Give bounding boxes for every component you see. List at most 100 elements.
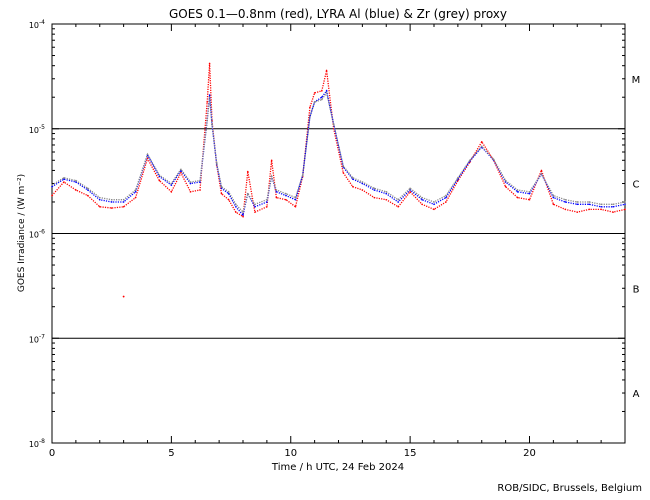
data-point (540, 169, 543, 172)
data-series (51, 62, 626, 298)
data-point (504, 185, 507, 188)
data-point (220, 185, 223, 188)
data-point (122, 205, 125, 208)
y-tick-label: 10-7 (29, 333, 45, 344)
data-point (134, 189, 137, 191)
data-point (158, 174, 161, 177)
data-point (146, 157, 149, 160)
data-point (373, 187, 376, 190)
data-point (600, 208, 602, 211)
y-axis-ticks: 10-8 10-7 10-6 10-5 10-4 (29, 19, 625, 449)
data-point (600, 203, 602, 206)
data-point (87, 189, 89, 191)
data-point (528, 192, 531, 195)
data-point (445, 196, 447, 199)
class-label-a: A (633, 389, 640, 400)
data-point (445, 194, 447, 197)
data-point (480, 141, 483, 143)
data-point (98, 196, 101, 199)
data-point (199, 189, 201, 191)
data-point (301, 174, 304, 177)
data-point (313, 92, 316, 94)
x-tick-label: 5 (168, 448, 174, 459)
data-point (433, 208, 435, 211)
x-axis-ticks: 0 5 10 15 20 (49, 24, 626, 459)
class-label-m: M (632, 75, 641, 86)
data-point (122, 201, 125, 203)
data-point (600, 205, 602, 208)
data-point (208, 96, 211, 99)
data-point (208, 62, 211, 65)
data-point (242, 215, 244, 218)
data-point (294, 205, 297, 208)
data-point (433, 203, 435, 206)
data-point (146, 153, 149, 156)
series-line (51, 91, 626, 214)
data-point (313, 101, 316, 103)
data-point (528, 191, 531, 193)
data-point (332, 123, 335, 126)
data-point (98, 205, 101, 208)
data-point (325, 92, 328, 94)
data-point (564, 208, 567, 211)
data-point (385, 192, 388, 195)
data-point (564, 201, 567, 203)
data-point (540, 173, 543, 175)
data-point (134, 196, 137, 199)
x-tick-label: 10 (284, 448, 297, 459)
data-point (320, 98, 323, 101)
data-point (361, 189, 364, 191)
data-point (385, 191, 388, 193)
data-point (492, 158, 495, 161)
x-axis-label: Time / h UTC, 24 Feb 2024 (271, 462, 404, 473)
data-point (612, 205, 614, 208)
data-point (270, 159, 273, 162)
data-point (325, 69, 328, 72)
data-point (588, 203, 590, 206)
x-tick-label: 15 (404, 448, 417, 459)
data-point (552, 203, 555, 206)
data-point (352, 185, 354, 188)
data-point (421, 198, 423, 201)
data-point (342, 171, 345, 174)
data-point (285, 198, 287, 201)
data-point (110, 207, 113, 209)
data-point (352, 177, 354, 179)
isolated-point (122, 295, 125, 298)
data-point (199, 181, 201, 183)
class-label-c: C (633, 180, 640, 191)
series-line (51, 89, 626, 217)
data-point (63, 177, 65, 179)
data-point (516, 189, 519, 191)
data-point (588, 201, 590, 203)
data-point (63, 178, 65, 180)
data-point (220, 192, 223, 195)
data-point (227, 191, 230, 193)
data-point (134, 191, 137, 193)
data-point (516, 191, 519, 193)
y-tick-label: 10-8 (29, 438, 45, 449)
data-point (246, 170, 249, 173)
data-point (397, 205, 399, 208)
data-point (75, 179, 77, 182)
data-point (75, 189, 77, 191)
data-point (246, 192, 249, 195)
data-point (342, 165, 345, 167)
data-point (254, 205, 256, 208)
data-point (215, 162, 218, 164)
data-point (373, 196, 376, 199)
data-point (320, 96, 323, 99)
y-tick-label: 10-6 (29, 229, 45, 240)
data-point (87, 187, 89, 190)
data-point (75, 181, 77, 183)
data-point (612, 203, 614, 206)
x-tick-label: 0 (49, 448, 55, 459)
data-point (180, 171, 182, 174)
credit-text: ROB/SIDC, Brussels, Belgium (497, 483, 642, 494)
data-point (309, 106, 311, 109)
data-point (564, 198, 567, 201)
data-point (63, 181, 65, 183)
data-point (51, 184, 53, 186)
data-point (158, 175, 161, 178)
data-point (266, 201, 268, 203)
